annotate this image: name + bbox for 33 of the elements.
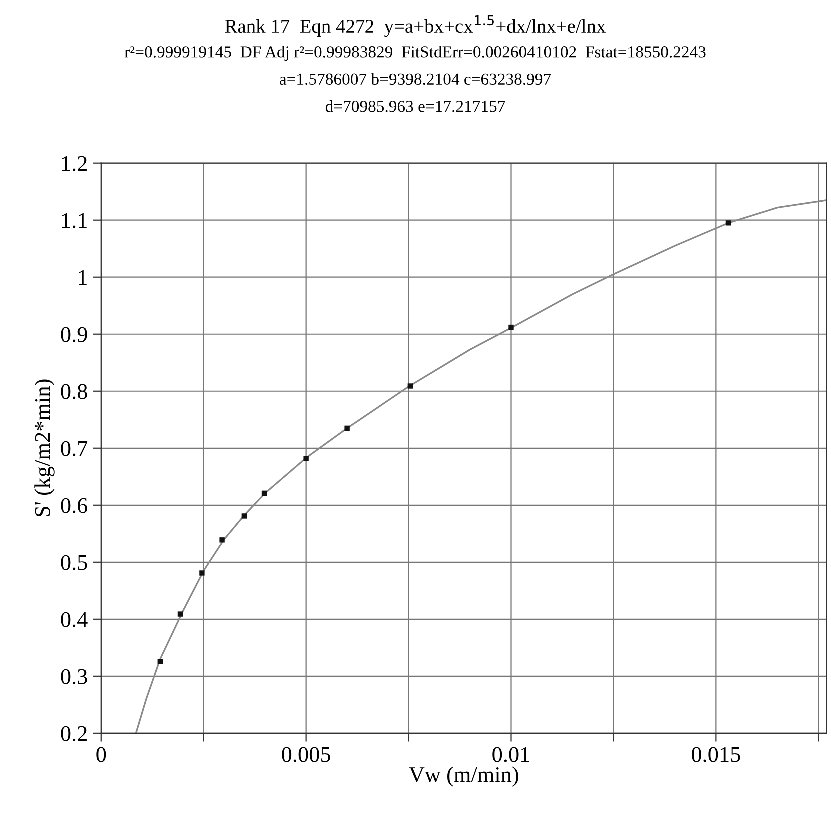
- point: [304, 456, 309, 462]
- y-tick-label: 1.1: [62, 213, 87, 228]
- y-tick-label: 0.6: [61, 498, 88, 514]
- x-tick-label: 0.015: [692, 747, 740, 762]
- chart-subtitle: r²=0.999919145 DF Adj r²=0.99983829 FitStdErr=0.00260410102 Fstat=18550.2243: [124, 46, 706, 62]
- text: a=1.5786007 b=9398.2104 c=63238.997: [280, 73, 552, 86]
- point: [408, 384, 414, 389]
- point: [200, 570, 205, 576]
- y-tick-label: 0.4: [61, 612, 88, 628]
- point: [262, 490, 268, 496]
- point: [726, 220, 732, 226]
- y-tick-label: 0.3: [61, 669, 88, 684]
- line-series: [135, 200, 827, 734]
- y-axis-title: S' (kg/m2*min): [34, 380, 55, 516]
- text: d=70985.963 e=17.217157: [326, 100, 506, 112]
- point: [178, 612, 184, 617]
- y-tick-label: 0.5: [61, 555, 88, 570]
- chart-title: Rank 17 Eqn 4272 y=a+bx+cx$^{1.5}$+dx/lnx+e/lnx: [225, 16, 606, 38]
- y-tick-label: 0.7: [61, 441, 88, 456]
- point: [220, 538, 225, 543]
- x-axis-title: Vw (m/min): [409, 766, 518, 787]
- x-tick-label: 0: [96, 747, 106, 762]
- x-tick-label: 0.01: [492, 747, 530, 762]
- point: [508, 324, 514, 330]
- y-tick-label: 1.2: [62, 156, 87, 172]
- y-tick-label: 0.9: [61, 327, 88, 342]
- point: [242, 514, 248, 519]
- point: [344, 426, 350, 432]
- y-tick-label: 0.8: [61, 384, 88, 400]
- x-tick-label: 0.005: [282, 747, 330, 762]
- y-tick-label: 1: [79, 270, 87, 286]
- point: [158, 658, 163, 664]
- y-tick-label: 0.2: [61, 726, 87, 742]
